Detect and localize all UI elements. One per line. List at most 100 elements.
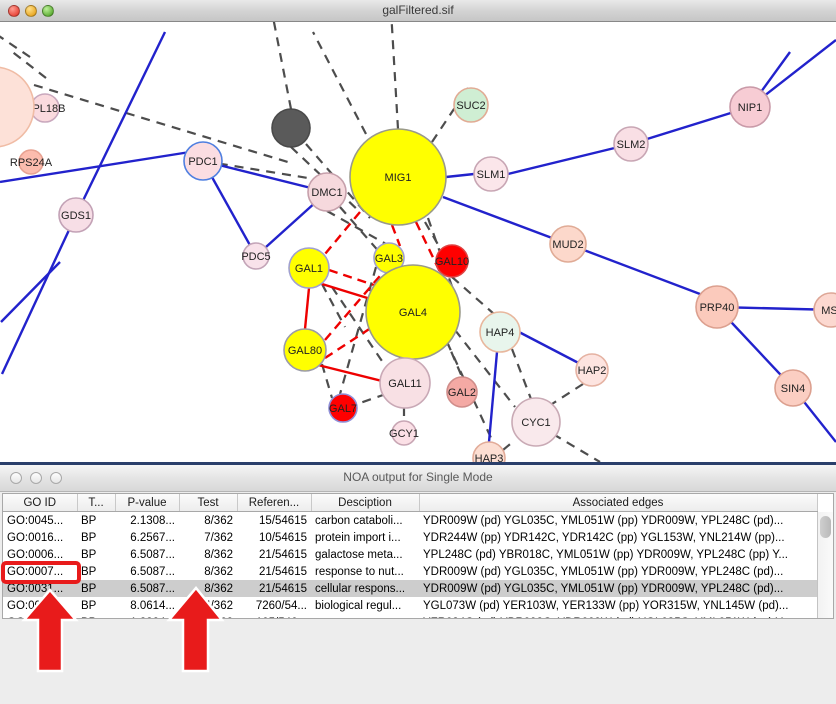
node-circle[interactable] xyxy=(391,420,417,446)
network-node-mig1[interactable]: MIG1 xyxy=(349,128,447,226)
node-circle[interactable] xyxy=(695,285,739,329)
column-header-reference[interactable]: Referen... xyxy=(237,494,312,512)
network-node-slm1[interactable]: SLM1 xyxy=(473,156,509,192)
close-button[interactable] xyxy=(8,5,20,17)
network-node-cyc1[interactable]: CYC1 xyxy=(511,397,561,447)
node-circle[interactable] xyxy=(453,87,489,123)
table-row[interactable]: GO:0045... BP 2.1308... 8/362 15/54615 carbon… xyxy=(3,512,817,530)
cell-description: galactose meta... xyxy=(315,548,403,561)
network-node-gal4[interactable]: GAL4 xyxy=(365,264,461,360)
network-node-bigpink[interactable] xyxy=(0,66,35,148)
node-circle[interactable] xyxy=(813,292,836,328)
node-circle[interactable] xyxy=(30,93,60,123)
noa-window-controls xyxy=(10,472,62,484)
zoom-button[interactable] xyxy=(42,5,54,17)
zoom-button[interactable] xyxy=(50,472,62,484)
cell-reference: 10/54615 xyxy=(259,531,307,544)
network-graph-canvas[interactable]: RPL18B RPS24A GDS1 PDC1 PDC5 DMC1 MIG1 SUC2 SLM1… xyxy=(0,22,836,462)
node-circle[interactable] xyxy=(18,149,44,175)
network-node-pdc1[interactable]: PDC1 xyxy=(183,141,223,181)
node-circle[interactable] xyxy=(472,441,506,462)
cell-go-id: GO:0031... xyxy=(3,614,77,619)
cell-description: carbon cataboli... xyxy=(315,514,403,527)
node-circle[interactable] xyxy=(0,66,35,148)
table-row[interactable]: GO:0007... BP 6.5087... 8/362 21/54615 respon… xyxy=(3,563,817,580)
column-header-description[interactable]: Desciption xyxy=(311,494,420,512)
node-circle[interactable] xyxy=(729,86,771,128)
node-circle[interactable] xyxy=(271,108,311,148)
network-node-hap4[interactable]: HAP4 xyxy=(479,311,521,353)
network-node-hap3[interactable]: HAP3 xyxy=(472,441,506,462)
network-node-slm2[interactable]: SLM2 xyxy=(613,126,649,162)
network-node-dmc1[interactable]: DMC1 xyxy=(307,172,347,212)
column-header-p-value[interactable]: P-value xyxy=(115,494,180,512)
table-vertical-scrollbar[interactable] xyxy=(817,512,833,618)
cell-test: 94/362 xyxy=(197,599,233,612)
network-node-suc2[interactable]: SUC2 xyxy=(453,87,489,123)
table-row[interactable]: GO:0006... BP 6.5087... 8/362 21/54615 galact… xyxy=(3,546,817,563)
node-circle[interactable] xyxy=(575,353,609,387)
cell-test: 8/362 xyxy=(204,514,233,527)
column-header-associated-edges[interactable]: Associated edges xyxy=(419,494,818,512)
node-circle[interactable] xyxy=(288,247,330,289)
network-node-gal2[interactable]: GAL2 xyxy=(446,376,478,408)
column-header-test[interactable]: Test xyxy=(179,494,238,512)
cell-description: response to nut... xyxy=(311,614,419,619)
cell-associated-edges: YDR244W (pp) YDR142C, YDR142C (pp) YGL15… xyxy=(423,531,785,544)
cell-p-value: 8.0614... xyxy=(130,599,175,612)
node-circle[interactable] xyxy=(446,376,478,408)
node-circle[interactable] xyxy=(58,197,94,233)
node-circle[interactable] xyxy=(479,311,521,353)
table-row[interactable]: GO:0065... BP 8.0614... 94/362 7260/54... bio… xyxy=(3,597,817,614)
node-circle[interactable] xyxy=(242,242,270,270)
network-node-msi[interactable]: MSI xyxy=(813,292,836,328)
node-circle[interactable] xyxy=(349,128,447,226)
network-node-gcy1[interactable]: GCY1 xyxy=(389,420,419,446)
node-circle[interactable] xyxy=(435,244,469,278)
node-circle[interactable] xyxy=(183,141,223,181)
cell-type: BP xyxy=(81,548,97,561)
network-node-sin4[interactable]: SIN4 xyxy=(774,369,812,407)
table-row[interactable]: GO:0031...BP1.3324...11/362105/546...res… xyxy=(3,614,817,619)
node-circle[interactable] xyxy=(774,369,812,407)
network-node-rps24a[interactable]: RPS24A xyxy=(10,149,53,175)
node-circle[interactable] xyxy=(379,357,431,409)
node-circle[interactable] xyxy=(473,156,509,192)
node-circle[interactable] xyxy=(283,328,327,372)
noa-window-titlebar: NOA output for Single Mode xyxy=(0,465,836,492)
cell-p-value: 6.2567... xyxy=(130,531,175,544)
node-circle[interactable] xyxy=(328,393,358,423)
cell-type: BP xyxy=(81,565,97,578)
node-layer: RPL18BRPS24AGDS1PDC1PDC5DMC1MIG1SUC2SLM1… xyxy=(0,66,836,462)
network-node-gal7[interactable]: GAL7 xyxy=(328,393,358,423)
node-circle[interactable] xyxy=(613,126,649,162)
cell-associated-edges: YDR009W (pd) YGL035C, YML051W (pp) YDR00… xyxy=(423,514,784,527)
network-node-mud2[interactable]: MUD2 xyxy=(549,225,587,263)
cell-p-value: 2.1308... xyxy=(130,514,175,527)
network-node-pdc5[interactable]: PDC5 xyxy=(241,242,271,270)
network-node-gray1[interactable] xyxy=(271,108,311,148)
network-node-gds1[interactable]: GDS1 xyxy=(58,197,94,233)
network-node-prp40[interactable]: PRP40 xyxy=(695,285,739,329)
results-table-container[interactable]: GO ID T... P-value Test Referen... Desci… xyxy=(2,493,834,619)
minimize-button[interactable] xyxy=(25,5,37,17)
close-button[interactable] xyxy=(10,472,22,484)
scrollbar-thumb[interactable] xyxy=(820,516,831,538)
cell-type: BP xyxy=(81,531,97,544)
node-circle[interactable] xyxy=(549,225,587,263)
node-circle[interactable] xyxy=(511,397,561,447)
column-header-go-id[interactable]: GO ID xyxy=(3,494,78,512)
table-row[interactable]: GO:0016... BP 6.2567... 7/362 10/54615 protei… xyxy=(3,529,817,546)
node-circle[interactable] xyxy=(307,172,347,212)
table-row[interactable]: GO:0031... BP 6.5087... 8/362 21/54615 cellul… xyxy=(3,580,817,597)
network-node-gal1[interactable]: GAL1 xyxy=(288,247,330,289)
network-node-hap2[interactable]: HAP2 xyxy=(575,353,609,387)
network-node-gal10[interactable]: GAL10 xyxy=(435,244,469,278)
network-node-gal80[interactable]: GAL80 xyxy=(283,328,327,372)
cell-associated-edges: YPL248C (pd) YBR018C, YML051W (pp) YDR00… xyxy=(423,548,789,561)
network-node-nip1[interactable]: NIP1 xyxy=(729,86,771,128)
node-circle[interactable] xyxy=(365,264,461,360)
minimize-button[interactable] xyxy=(30,472,42,484)
column-header-type[interactable]: T... xyxy=(77,494,116,512)
network-node-gal11[interactable]: GAL11 xyxy=(379,357,431,409)
